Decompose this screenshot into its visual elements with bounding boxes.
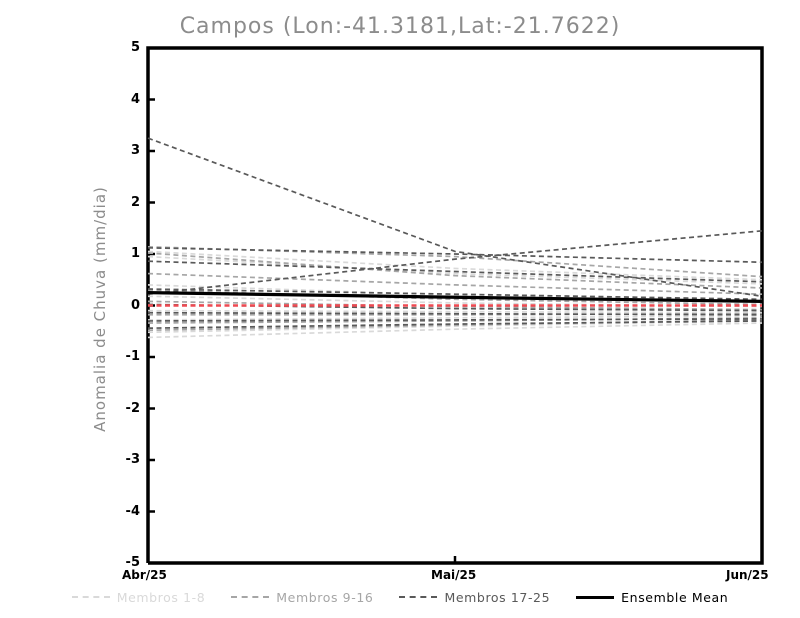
- series-line: [147, 229, 763, 296]
- series-line: [147, 322, 763, 339]
- legend-entry[interactable]: Membros 9-16: [231, 590, 373, 605]
- y-tick-label: -2: [125, 400, 140, 416]
- legend-entry[interactable]: Membros 1-8: [71, 589, 206, 605]
- legend-swatch-icon: [231, 596, 270, 598]
- legend-label: Membros 9-16: [276, 589, 374, 605]
- series-line: [147, 246, 763, 264]
- y-tick-label: -3: [125, 452, 140, 467]
- y-tick-label: 5: [130, 40, 140, 55]
- y-tick-label: 4: [130, 91, 140, 107]
- y-tick-label: -4: [125, 503, 140, 519]
- series-line: [147, 309, 763, 314]
- y-tick-label: 1: [130, 246, 140, 261]
- y-tick-label: 2: [130, 194, 140, 210]
- y-tick-label: -5: [125, 555, 140, 570]
- legend-label: Ensemble Mean: [621, 589, 729, 605]
- x-tick-label: Abr/25: [122, 568, 167, 582]
- legend-entry[interactable]: Membros 17-25: [399, 590, 550, 605]
- series-line: [147, 320, 763, 330]
- series-line: [147, 314, 763, 321]
- legend-swatch-icon: [399, 596, 438, 598]
- legend-label: Membros 1-8: [116, 589, 206, 605]
- series-line: [147, 272, 763, 296]
- series-line: [147, 250, 763, 281]
- y-tick-label: 0: [130, 297, 140, 313]
- legend-entry[interactable]: Ensemble Mean: [576, 590, 728, 605]
- series-line: [147, 311, 763, 316]
- chart-title: Campos (Lon:-41.3181,Lat:-21.7622): [179, 14, 621, 39]
- series-line: [147, 137, 763, 298]
- legend-swatch-icon: [71, 596, 110, 598]
- x-tick-label: Mai/25: [431, 568, 477, 582]
- chart-legend: Membros 1-8 Membros 9-16 Membros 17-25 Ense…: [0, 586, 800, 608]
- y-tick-label: -1: [125, 349, 140, 364]
- series-line: [147, 260, 763, 283]
- y-tick-label: 3: [130, 143, 140, 158]
- legend-label: Membros 17-25: [444, 589, 551, 605]
- series-line: [147, 252, 763, 289]
- series-line: [147, 255, 763, 285]
- x-tick-label: Jun/25: [726, 568, 769, 582]
- series-line: [147, 318, 763, 322]
- legend-swatch-icon: [576, 595, 615, 599]
- series-line: [147, 288, 763, 301]
- series-line: [147, 291, 763, 303]
